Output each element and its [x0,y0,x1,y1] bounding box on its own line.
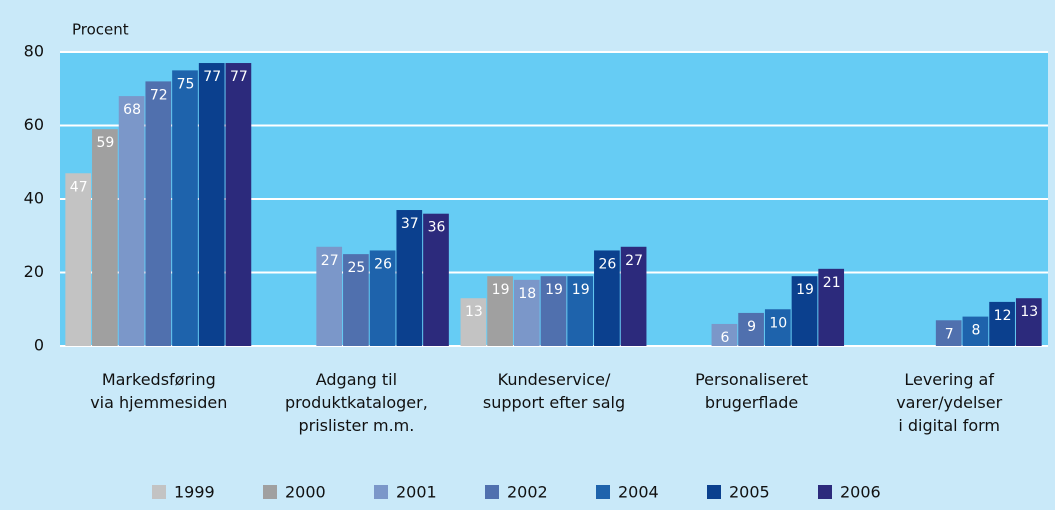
value-label: 27 [625,253,643,269]
value-label: 18 [518,286,536,302]
y-tick-label: 60 [24,115,44,134]
legend-swatch [374,485,388,499]
legend-label: 2001 [396,483,437,502]
x-tick-label: Adgang til produktkataloger, prislister … [285,370,428,435]
legend-label: 2000 [285,483,326,502]
legend-label: 2004 [618,483,659,502]
value-label: 72 [150,87,168,103]
legend-swatch [596,485,610,499]
bar [594,250,620,346]
bar [962,316,989,346]
value-label: 9 [747,319,756,335]
bar [513,279,540,346]
bar [423,213,449,346]
legend-swatch [152,485,166,499]
value-label: 75 [177,76,195,92]
bar [1015,298,1042,346]
legend-swatch [818,485,832,499]
x-tick-label: Markedsføring via hjemmesiden [90,370,228,412]
value-label: 19 [572,282,590,298]
bar [316,246,343,346]
bar [225,63,252,347]
bar [65,173,92,346]
value-label: 12 [994,308,1012,324]
bar [145,81,172,347]
y-tick-label: 80 [24,42,44,61]
legend-swatch [707,485,721,499]
bar [818,268,845,346]
bar [989,301,1015,346]
y-tick-label: 20 [24,262,44,281]
value-label: 59 [96,135,114,151]
value-label: 77 [230,69,248,85]
bar [791,276,818,346]
legend-swatch [485,485,499,499]
value-label: 77 [203,69,221,85]
bar [567,276,594,346]
bar [198,63,225,347]
value-label: 37 [401,216,419,232]
value-label: 8 [971,323,980,339]
value-label: 21 [823,275,841,291]
value-label: 13 [465,304,483,320]
value-label: 25 [347,260,365,276]
bar [172,70,198,346]
bar [738,312,764,346]
y-tick-label: 40 [24,189,44,208]
bar [92,129,118,346]
value-label: 6 [720,330,729,346]
bar [487,276,513,346]
value-label: 26 [374,256,392,272]
bar [540,276,567,346]
bar [369,250,396,346]
value-label: 13 [1020,304,1038,320]
bar [764,309,791,346]
value-label: 47 [70,179,88,195]
legend-label: 2005 [729,483,770,502]
legend-swatch [263,485,277,499]
y-axis-label: Procent [72,21,129,39]
x-tick-label: Kundeservice/ support efter salg [482,370,626,412]
value-label: 36 [428,220,446,236]
value-label: 19 [492,282,510,298]
x-tick-label: Personaliseret brugerflade [695,370,809,412]
bar [460,298,487,346]
bar [118,96,145,346]
bar [343,254,369,346]
value-label: 26 [598,256,616,272]
legend-label: 2002 [507,483,548,502]
x-tick-label: Levering af varer/ydelser i digital form [896,370,1003,435]
value-label: 19 [796,282,814,298]
bar [620,246,647,346]
value-label: 7 [945,326,954,342]
value-label: 68 [123,102,141,118]
value-label: 10 [769,315,787,331]
bar [711,323,738,346]
y-tick-label: 0 [34,336,44,355]
value-label: 27 [321,253,339,269]
bar [935,320,962,346]
bar [396,210,423,346]
legend-label: 2006 [840,483,881,502]
legend-label: 1999 [174,483,215,502]
value-label: 19 [545,282,563,298]
